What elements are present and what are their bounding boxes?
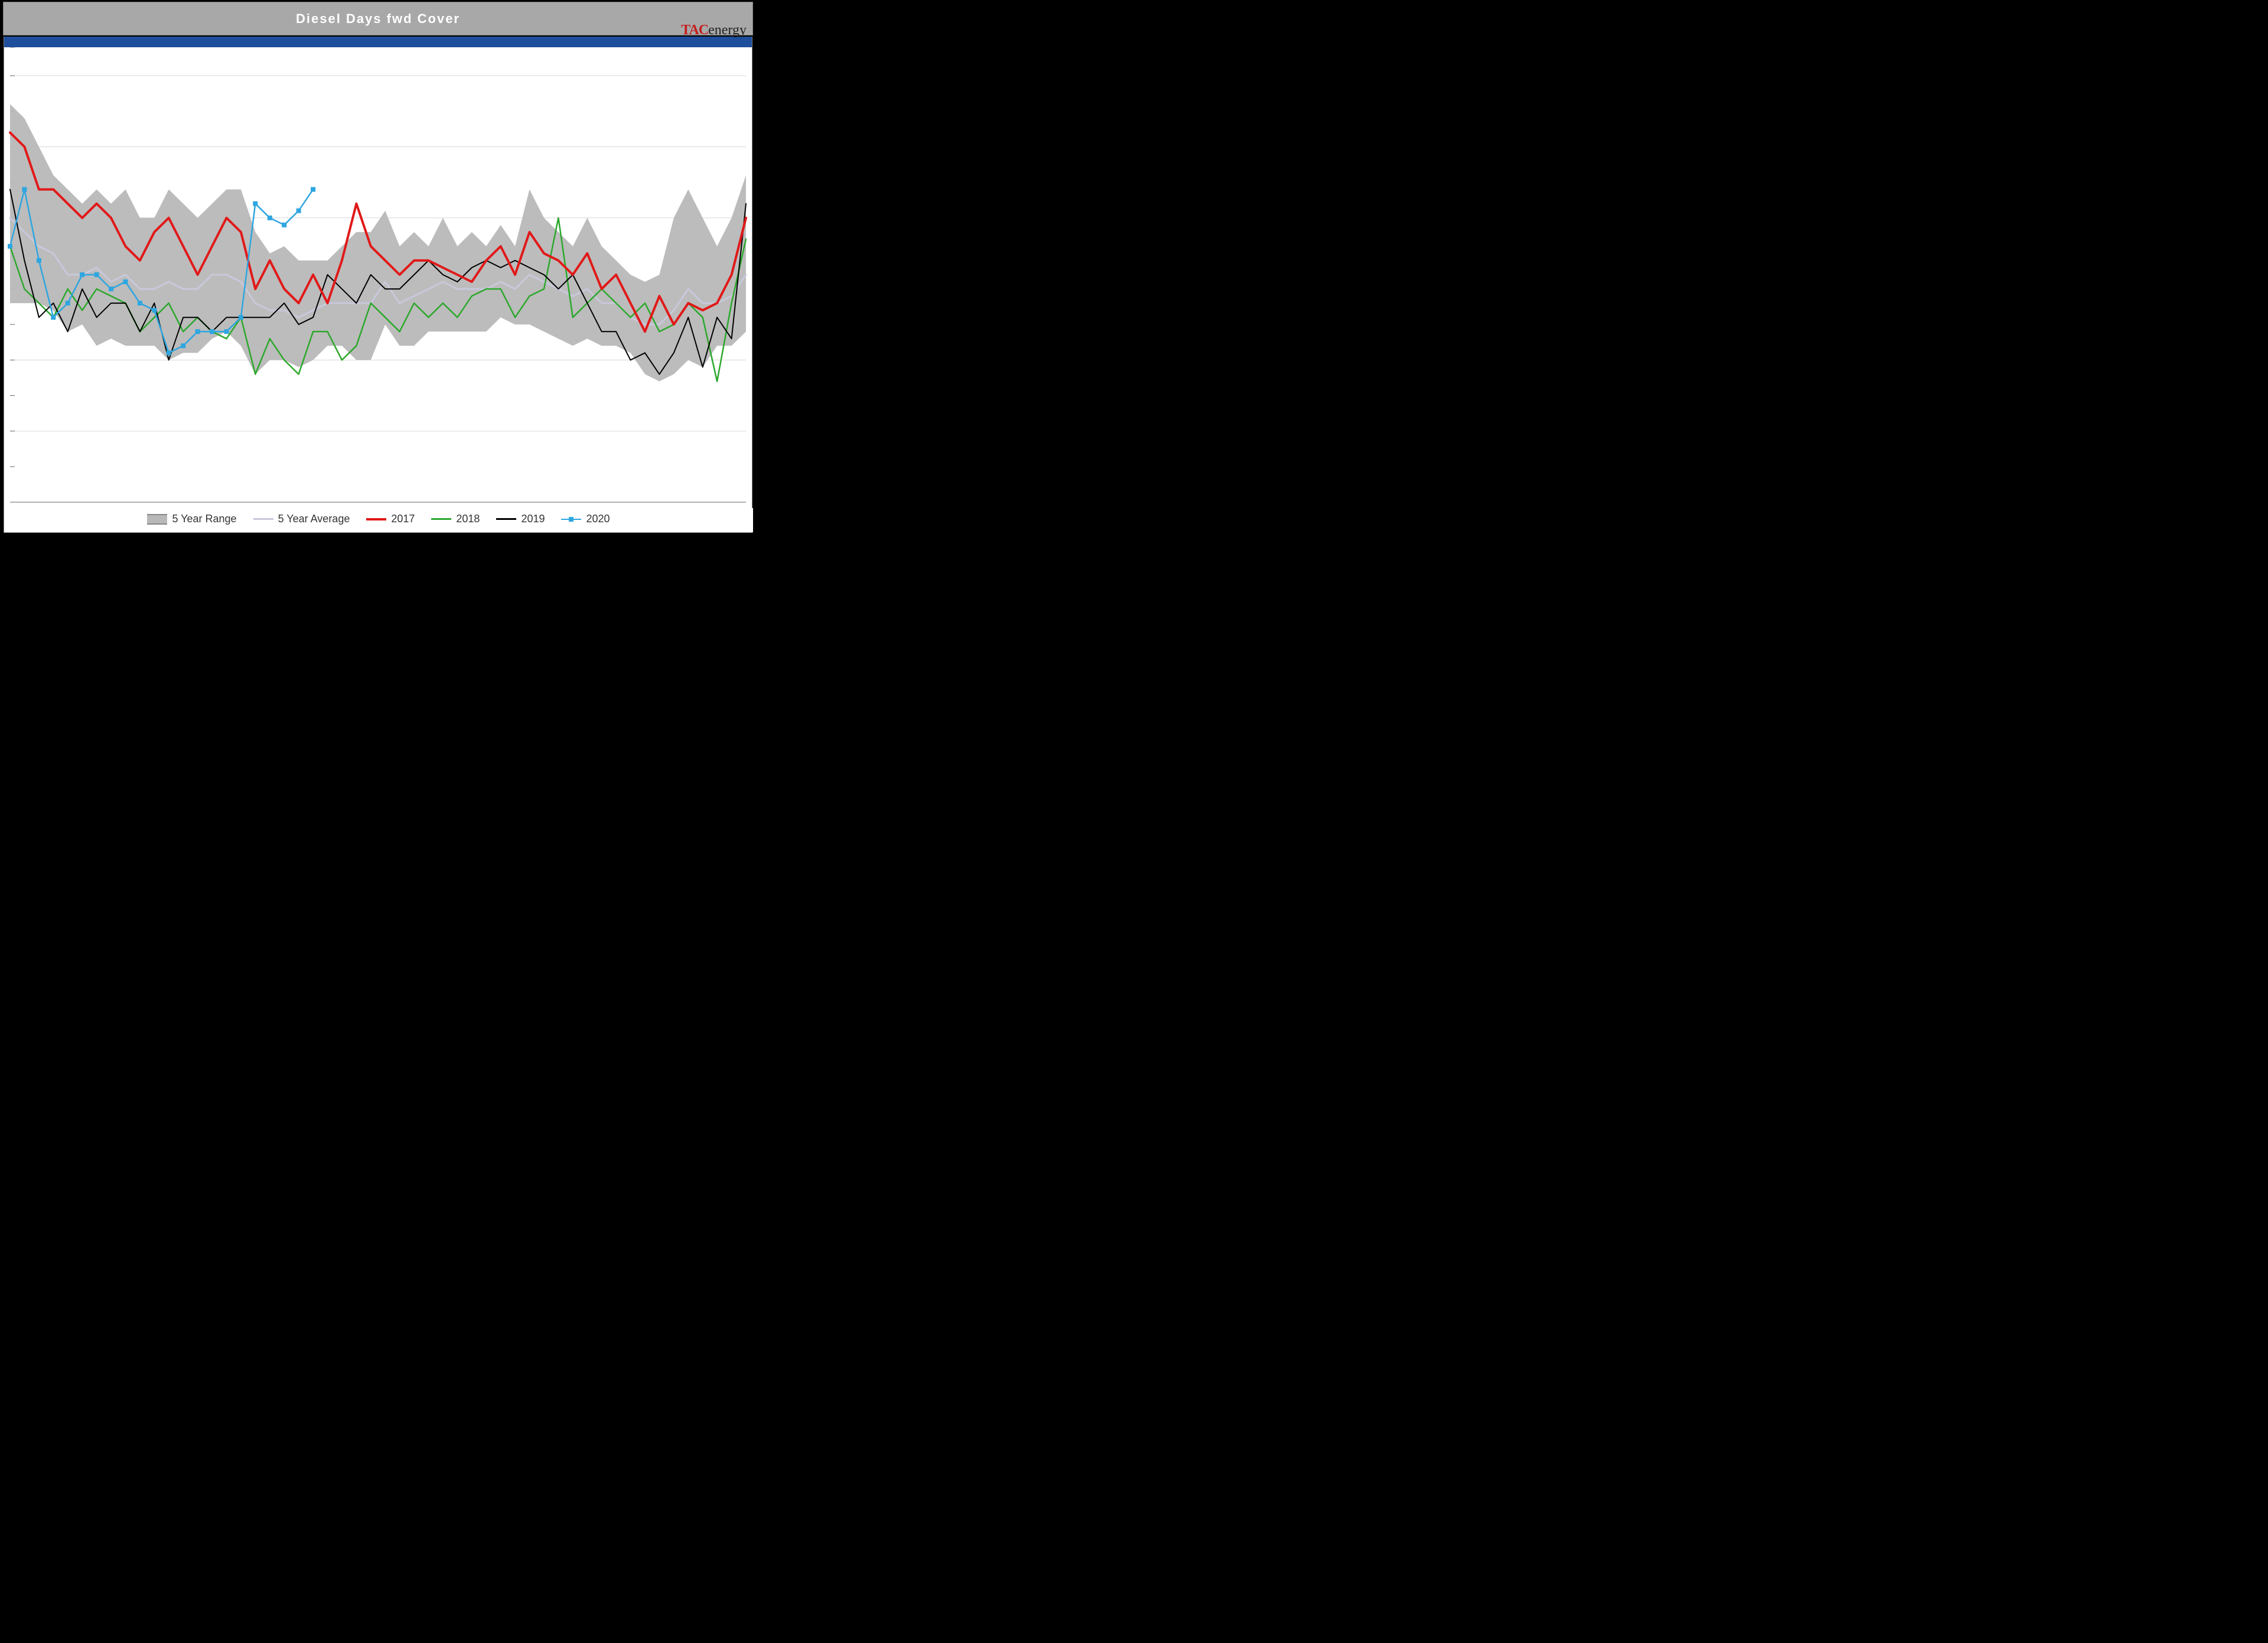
legend-label-2017: 2017 bbox=[391, 513, 415, 525]
chart-container: Diesel Days fwd Cover TACenergy 5 Year R… bbox=[0, 2, 756, 549]
legend-line-2019-icon bbox=[496, 518, 516, 520]
accent-band bbox=[4, 37, 752, 47]
chart-plot bbox=[4, 47, 752, 508]
legend-marker-2020-icon bbox=[561, 515, 581, 523]
brand-logo: TACenergy bbox=[681, 22, 747, 38]
legend-item-avg: 5 Year Average bbox=[253, 513, 350, 525]
legend-label-2018: 2018 bbox=[456, 513, 480, 525]
chart-title-bar: Diesel Days fwd Cover TACenergy bbox=[3, 2, 753, 35]
plot-wrap: 5 Year Range 5 Year Average 2017 2018 20… bbox=[4, 47, 752, 533]
legend-label-2019: 2019 bbox=[521, 513, 545, 525]
chart-legend: 5 Year Range 5 Year Average 2017 2018 20… bbox=[4, 508, 753, 532]
chart-title: Diesel Days fwd Cover bbox=[296, 11, 460, 27]
legend-item-2017: 2017 bbox=[366, 513, 415, 525]
legend-item-2020: 2020 bbox=[561, 513, 610, 525]
legend-swatch-range-icon bbox=[147, 514, 167, 525]
legend-item-2019: 2019 bbox=[496, 513, 545, 525]
legend-item-2018: 2018 bbox=[431, 513, 480, 525]
legend-label-2020: 2020 bbox=[586, 513, 610, 525]
legend-label-avg: 5 Year Average bbox=[278, 513, 350, 525]
legend-line-2018-icon bbox=[431, 518, 451, 520]
brand-logo-black: energy bbox=[708, 22, 747, 38]
legend-label-range: 5 Year Range bbox=[172, 513, 236, 525]
brand-logo-red: TAC bbox=[681, 22, 708, 38]
legend-line-2017-icon bbox=[366, 518, 386, 520]
legend-item-range: 5 Year Range bbox=[147, 513, 236, 525]
legend-line-avg-icon bbox=[253, 518, 273, 520]
